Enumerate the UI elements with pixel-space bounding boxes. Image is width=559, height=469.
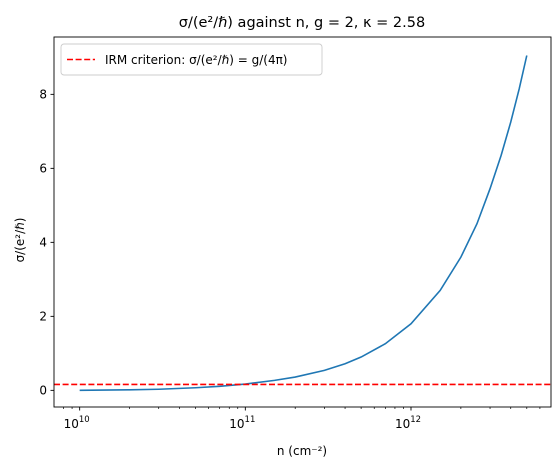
legend-box: [60, 43, 323, 76]
plot-frame: [53, 36, 552, 408]
series-sigma-line: [79, 55, 528, 392]
x-axis: 1010 1011 1012: [63, 407, 541, 431]
x-tick-label-exponent: 10: [79, 415, 90, 425]
x-tick-label-base: 10: [64, 417, 79, 431]
x-tick-label-exponent: 11: [245, 415, 256, 425]
x-axis-title: n (cm⁻²): [277, 444, 327, 458]
x-tick-label-base: 10: [395, 417, 410, 431]
legend: IRM criterion: σ/(e²/ℏ) = g/(4π): [60, 43, 323, 76]
y-tick-label: 8: [39, 88, 47, 102]
y-tick-label: 2: [39, 310, 47, 324]
legend-label: IRM criterion: σ/(e²/ℏ) = g/(4π): [105, 53, 288, 67]
chart-title: σ/(e²/ℏ) against n, g = 2, κ = 2.58: [179, 15, 425, 31]
y-tick-label: 0: [39, 384, 47, 398]
y-tick-label: 4: [39, 236, 47, 250]
plot-area: [53, 36, 552, 408]
x-tick-label-base: 10: [229, 417, 244, 431]
y-axis-title: σ/(e²/ℏ): [13, 218, 27, 263]
y-axis: 0 2 4 6 8: [39, 88, 54, 398]
y-tick-label: 6: [39, 162, 47, 176]
x-tick-label: 1010: [64, 415, 90, 431]
x-tick-label-exponent: 12: [410, 415, 421, 425]
x-tick-label: 1012: [395, 415, 421, 431]
x-tick-label: 1011: [229, 415, 255, 431]
